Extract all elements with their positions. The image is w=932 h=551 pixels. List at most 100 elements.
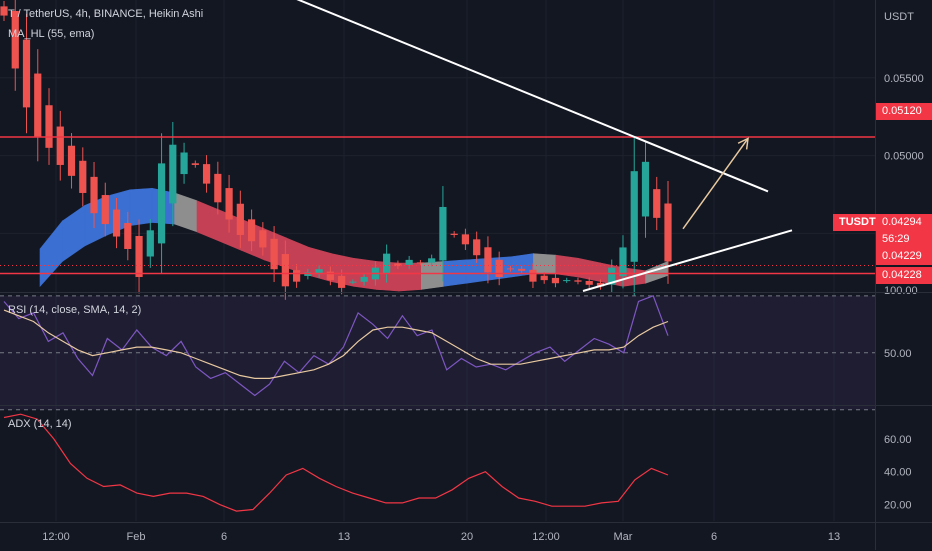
candle-body: [585, 281, 593, 285]
rsi-ma-line: [3, 309, 669, 379]
ma-ribbon-segment: [398, 262, 422, 292]
candle-body: [124, 223, 132, 249]
adx-line: [3, 413, 669, 512]
adx-tick-label: 40.00: [884, 467, 912, 479]
countdown-tag: 56:29: [876, 231, 932, 248]
candle-body: [563, 280, 571, 282]
adx-tick-label: 60.00: [884, 434, 912, 446]
candle-body: [653, 189, 661, 218]
candle-body: [506, 268, 515, 270]
adx-pane: [3, 413, 669, 512]
ma-ribbon-segment: [129, 187, 153, 226]
candle-body: [0, 6, 8, 16]
heikin-ashi-candles: [0, 0, 672, 300]
candle-body: [383, 253, 391, 274]
adx-label: ADX (14, 14): [8, 418, 72, 430]
candle-body: [146, 230, 154, 257]
candle-body: [641, 161, 650, 217]
time-tick-label: 20: [461, 531, 473, 543]
projection-arrow[interactable]: [682, 138, 749, 230]
time-tick-label: 6: [711, 531, 717, 543]
candle-body: [439, 206, 447, 261]
candle-body: [225, 188, 233, 220]
rsi-line: [3, 295, 669, 397]
time-tick-label: 12:00: [42, 531, 70, 543]
time-tick-label: 13: [828, 531, 840, 543]
candle-body: [11, 10, 19, 69]
candle-body: [416, 262, 425, 264]
candle-body: [293, 270, 301, 282]
last-price-tag: 0.04294: [876, 214, 932, 231]
candle-body: [45, 105, 53, 148]
time-tick-label: Feb: [127, 531, 146, 543]
last-price-symbol-tag: TUSDT: [833, 214, 876, 231]
candle-body: [101, 195, 109, 225]
candle-body: [473, 239, 481, 256]
ma-hl-label: MA_HL (55, ema): [8, 28, 95, 40]
candle-body: [596, 282, 605, 287]
candle-body: [360, 276, 368, 282]
rsi-label: RSI (14, close, SMA, 14, 2): [8, 304, 142, 316]
chart-drawings[interactable]: [0, 0, 875, 292]
candle-body: [405, 259, 413, 265]
candle-body: [551, 277, 560, 284]
rsi-legend[interactable]: RSI (14, close, SMA, 14, 2): [8, 304, 145, 316]
candle-body: [518, 268, 526, 271]
candle-body: [630, 171, 638, 262]
candle-body: [619, 247, 627, 277]
candle-body: [495, 259, 503, 277]
adx-legend[interactable]: ADX (14, 14): [8, 418, 76, 430]
candle-body: [56, 126, 64, 165]
candle-body: [236, 203, 244, 235]
ma-upper-tag: 0.04229: [876, 248, 932, 265]
candle-body: [22, 39, 31, 108]
time-tick-label: 13: [338, 531, 350, 543]
candle-body: [135, 236, 143, 277]
time-tick-label: 6: [221, 531, 227, 543]
descending-trendline[interactable]: [280, 0, 769, 193]
candle-body: [394, 263, 402, 267]
pane-separator-rsi[interactable]: [0, 292, 932, 293]
candle-body: [214, 173, 222, 203]
ma-ribbon-segment: [533, 253, 557, 275]
candle-body: [157, 163, 166, 244]
price-scale[interactable]: [875, 0, 932, 550]
candle-body: [247, 219, 256, 242]
rsi-pane: [0, 295, 875, 411]
price-cut-label: 100.00: [884, 285, 918, 297]
time-tick-label: Mar: [614, 531, 633, 543]
candle-body: [90, 176, 98, 214]
candle-body: [574, 280, 582, 282]
pane-separator-adx[interactable]: [0, 405, 932, 406]
rsi-tick-label: 50.00: [884, 348, 912, 360]
candle-body: [461, 234, 470, 245]
candle-body: [428, 258, 436, 263]
candle-body: [67, 145, 76, 176]
ma-lower-tag: 0.04228: [876, 267, 932, 284]
candle-body: [34, 73, 42, 137]
candle-body: [270, 238, 278, 270]
main-series-legend[interactable]: T / TetherUS, 4h, BINANCE, Heikin Ashi: [8, 8, 207, 20]
candle-body: [202, 164, 211, 184]
symbol-title: T / TetherUS, 4h, BINANCE, Heikin Ashi: [8, 8, 204, 20]
ma-hl-legend[interactable]: MA_HL (55, ema): [8, 28, 98, 40]
resistance-price-tag: 0.05120: [876, 103, 932, 120]
candle-body: [529, 269, 537, 282]
time-axis: 12:00 Feb 6 13 20 12:00 Mar 6 13: [42, 531, 840, 543]
price-tick-label: 0.05000: [884, 151, 924, 163]
candle-body: [326, 271, 334, 281]
adx-tick-label: 20.00: [884, 500, 912, 512]
candle-body: [608, 267, 616, 285]
candle-body: [112, 209, 121, 237]
candle-body: [338, 275, 346, 288]
ascending-trendline[interactable]: [582, 229, 793, 292]
candle-body: [450, 233, 458, 235]
candle-body: [315, 269, 323, 275]
last-price-value: 0.04294: [882, 216, 922, 228]
candle-body: [169, 144, 177, 204]
time-scale[interactable]: [0, 522, 932, 551]
projection-arrow-head: [737, 137, 749, 150]
candle-body: [540, 275, 548, 281]
ma-hl-ribbon: [39, 187, 669, 292]
